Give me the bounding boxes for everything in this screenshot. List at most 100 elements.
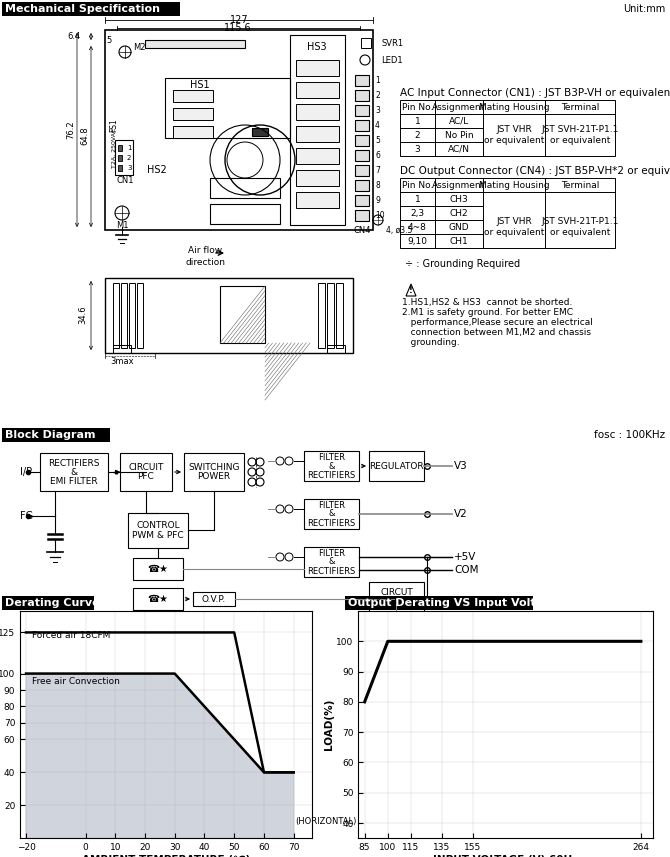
Bar xyxy=(129,283,135,348)
Bar xyxy=(210,178,280,198)
Text: LED1: LED1 xyxy=(381,56,403,64)
Bar xyxy=(296,170,339,186)
Text: 4~8: 4~8 xyxy=(408,223,427,231)
Text: CONTROL: CONTROL xyxy=(136,522,180,530)
Text: Mechanical Specification: Mechanical Specification xyxy=(5,4,160,14)
Bar xyxy=(113,283,119,348)
Bar xyxy=(220,286,265,343)
Text: Block Diagram: Block Diagram xyxy=(5,430,96,440)
Bar xyxy=(118,165,122,171)
Text: CIRCUT: CIRCUT xyxy=(380,588,413,597)
Bar xyxy=(355,135,369,146)
Text: 8: 8 xyxy=(375,181,380,189)
Bar xyxy=(121,283,127,348)
Text: JST SVH-21T-P1.1
or equivalent: JST SVH-21T-P1.1 or equivalent xyxy=(541,218,618,237)
Bar xyxy=(165,78,290,138)
Text: PWM & PFC: PWM & PFC xyxy=(132,530,184,540)
Bar xyxy=(296,60,339,76)
Text: &: & xyxy=(328,558,335,566)
Text: connection between M1,M2 and chassis: connection between M1,M2 and chassis xyxy=(402,327,591,337)
Bar xyxy=(355,150,369,161)
Text: 2.M1 is safety ground. For better EMC: 2.M1 is safety ground. For better EMC xyxy=(402,308,573,316)
Text: COM: COM xyxy=(454,565,478,575)
Text: 9,10: 9,10 xyxy=(407,237,427,245)
Bar xyxy=(304,451,359,481)
Text: REGULATOR: REGULATOR xyxy=(369,462,424,470)
Text: +5V: +5V xyxy=(454,552,476,562)
Text: SVR1: SVR1 xyxy=(381,39,403,47)
Text: 5: 5 xyxy=(375,135,380,145)
Bar xyxy=(318,283,325,348)
Bar xyxy=(336,283,343,348)
Text: FS1: FS1 xyxy=(109,118,119,132)
Bar xyxy=(173,108,213,120)
Bar xyxy=(355,75,369,86)
Text: CN4: CN4 xyxy=(353,225,371,235)
Text: RECTIFIERS: RECTIFIERS xyxy=(308,470,356,480)
Bar xyxy=(193,592,235,606)
Bar xyxy=(210,204,280,224)
Text: 3: 3 xyxy=(375,105,380,115)
Bar xyxy=(184,453,244,491)
Bar xyxy=(133,588,183,610)
Text: 127: 127 xyxy=(230,15,249,25)
Text: fosc : 100KHz: fosc : 100KHz xyxy=(594,430,665,440)
Bar xyxy=(2,428,110,442)
Bar xyxy=(400,100,615,156)
Bar xyxy=(327,283,334,348)
Text: Unit:mm: Unit:mm xyxy=(622,4,665,14)
Text: AC Input Connector (CN1) : JST B3P-VH or equivalent: AC Input Connector (CN1) : JST B3P-VH or… xyxy=(400,88,670,98)
Text: Mating Housing: Mating Housing xyxy=(478,181,549,189)
Bar xyxy=(355,210,369,221)
Bar xyxy=(355,165,369,176)
Bar xyxy=(296,192,339,208)
Text: 4: 4 xyxy=(375,121,380,129)
Text: 2: 2 xyxy=(127,155,131,161)
Text: &: & xyxy=(70,468,78,476)
Text: EMI FILTER: EMI FILTER xyxy=(50,476,98,486)
Text: Pin No.: Pin No. xyxy=(402,103,433,111)
Text: 115.6: 115.6 xyxy=(224,23,252,33)
Text: M1: M1 xyxy=(116,220,128,230)
Text: V2: V2 xyxy=(454,509,468,519)
Bar xyxy=(2,596,94,610)
Text: FG: FG xyxy=(20,511,33,521)
Bar xyxy=(113,345,131,353)
Text: CN1: CN1 xyxy=(117,176,134,184)
Text: DETECTION: DETECTION xyxy=(371,597,422,606)
Text: CIRCUIT: CIRCUIT xyxy=(129,463,163,472)
Bar xyxy=(361,38,371,48)
Text: 9: 9 xyxy=(375,195,380,205)
Text: 7: 7 xyxy=(375,165,380,175)
Text: FILTER: FILTER xyxy=(318,548,345,558)
Text: 10: 10 xyxy=(375,211,385,219)
Text: grounding.: grounding. xyxy=(402,338,460,346)
Text: 3max: 3max xyxy=(110,357,133,365)
Text: AC/L: AC/L xyxy=(449,117,469,125)
Bar xyxy=(137,283,143,348)
Bar xyxy=(105,278,353,353)
Text: PFC: PFC xyxy=(137,472,154,481)
Bar xyxy=(355,90,369,101)
Text: 76.2: 76.2 xyxy=(66,121,76,140)
Text: Assignment: Assignment xyxy=(432,181,486,189)
Bar xyxy=(327,345,345,353)
Text: HS1: HS1 xyxy=(190,80,210,90)
Text: FILTER: FILTER xyxy=(318,500,345,510)
Text: &: & xyxy=(328,510,335,518)
Text: I/P: I/P xyxy=(20,467,32,477)
Text: 1.HS1,HS2 & HS3  cannot be shorted.: 1.HS1,HS2 & HS3 cannot be shorted. xyxy=(402,297,572,307)
Bar xyxy=(304,499,359,529)
Text: (HORIZONTAL): (HORIZONTAL) xyxy=(295,818,356,826)
Text: 1: 1 xyxy=(127,145,131,151)
Text: 5: 5 xyxy=(107,35,112,45)
Text: 4, ø3.5: 4, ø3.5 xyxy=(386,225,412,235)
Text: ☎★: ☎★ xyxy=(147,594,168,604)
Text: RECTIFIERS: RECTIFIERS xyxy=(308,518,356,528)
Text: 3: 3 xyxy=(415,145,420,153)
Bar xyxy=(290,35,345,225)
Text: GND: GND xyxy=(449,223,469,231)
Text: 64.8: 64.8 xyxy=(80,127,90,146)
Bar xyxy=(118,145,122,151)
Bar xyxy=(115,140,133,175)
